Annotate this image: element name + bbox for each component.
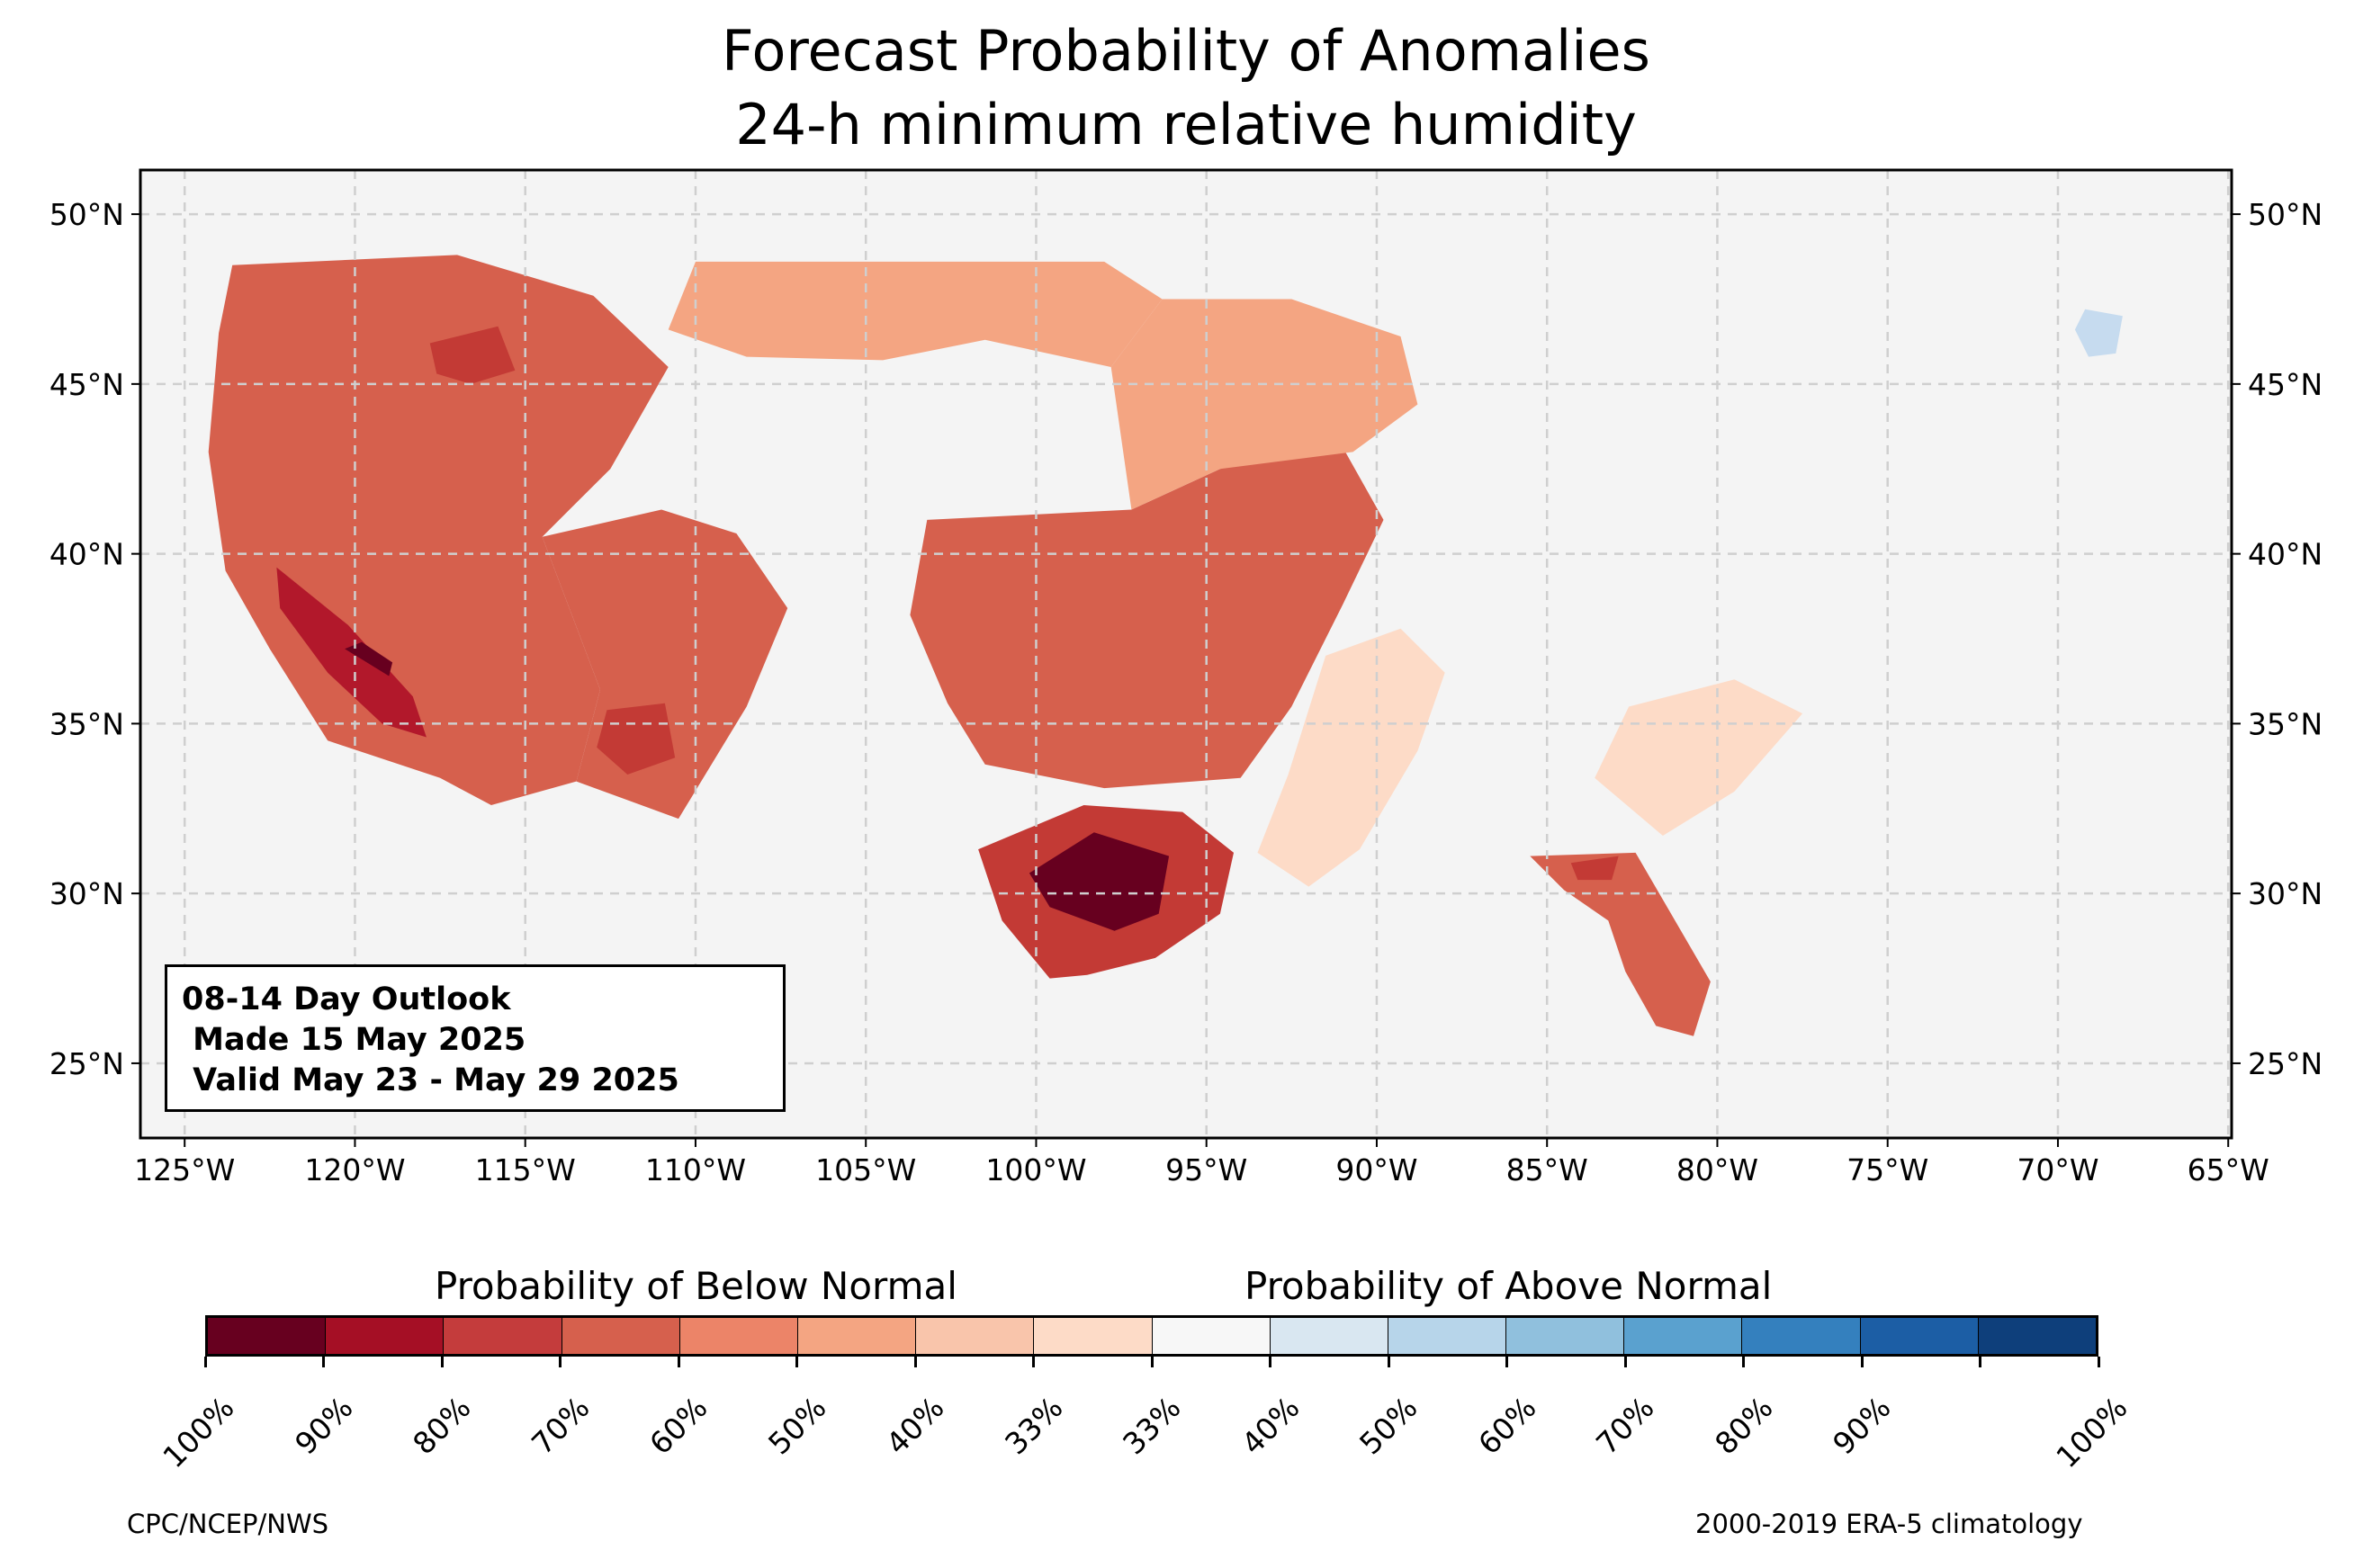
map-title-line1: Forecast Probability of Anomalies [722, 18, 1650, 84]
tick-label-lon: 100°W [985, 1152, 1086, 1187]
map-title-line2: 24-h minimum relative humidity [735, 92, 1637, 157]
colorbar-tick [1032, 1357, 1035, 1367]
tick-label-lat-right: 45°N [2248, 367, 2323, 402]
footer-source: CPC/NCEP/NWS [127, 1509, 329, 1539]
region-southeast-coast-below [1595, 679, 1803, 836]
tick-label-lat-left: 25°N [49, 1046, 124, 1081]
outlook-period: 08-14 Day Outlook [182, 981, 511, 1017]
outlook-info-box: 08-14 Day Outlook Made 15 May 2025 Valid… [165, 964, 786, 1112]
tick-label-lon: 115°W [475, 1152, 576, 1187]
colorbar-tick [1387, 1357, 1390, 1367]
tick-label-lon: 95°W [1165, 1152, 1247, 1187]
colorbar-tick [2097, 1357, 2100, 1367]
colorbar-above-label: Probability of Above Normal [1244, 1264, 1773, 1308]
tick-label-lon: 65°W [2188, 1152, 2269, 1187]
tick-label-lon: 110°W [645, 1152, 746, 1187]
colorbar-below-label: Probability of Below Normal [435, 1264, 957, 1308]
footer-climatology: 2000-2019 ERA-5 climatology [1695, 1509, 2083, 1539]
colorbar-tick [795, 1357, 798, 1367]
tick-label-lat-left: 30°N [49, 876, 124, 911]
tick-label-lat-left: 50°N [49, 197, 124, 232]
tick-label-lat-right: 40°N [2248, 537, 2323, 572]
tick-label-lon: 105°W [815, 1152, 916, 1187]
colorbar-cell [1860, 1318, 1979, 1354]
region-upper-midwest-below [1110, 299, 1418, 510]
colorbar-tick [1979, 1357, 1981, 1367]
tick-label-lat-left: 45°N [49, 367, 124, 402]
colorbar [205, 1315, 2098, 1357]
region-california-peak [345, 641, 393, 676]
map-frame [139, 168, 2233, 1140]
region-florida-georgia-below [1530, 852, 1711, 1036]
colorbar-cell [1152, 1318, 1271, 1354]
region-northern-plains-below [668, 261, 1163, 367]
colorbar-tick [440, 1357, 444, 1367]
region-west-coast-below [208, 255, 669, 805]
colorbar-cell [1388, 1318, 1507, 1354]
tick-label-lat-left: 40°N [49, 537, 124, 572]
colorbar-cell [562, 1318, 680, 1354]
colorbar-cell [1624, 1318, 1743, 1354]
tick-label-lon: 125°W [134, 1152, 235, 1187]
region-texas-peak [1029, 832, 1170, 931]
region-maine-above [2074, 309, 2123, 357]
tick-label-lat-right: 50°N [2248, 197, 2323, 232]
tick-label-lat-left: 35°N [49, 706, 124, 741]
colorbar-cell [1270, 1318, 1388, 1354]
tick-label-lon: 70°W [2017, 1152, 2098, 1187]
colorbar-tick [559, 1357, 562, 1367]
colorbar-cell [679, 1318, 798, 1354]
colorbar-cell [326, 1318, 445, 1354]
colorbar-cell [208, 1318, 327, 1354]
region-arizona-core [597, 703, 676, 775]
colorbar-cell [444, 1318, 562, 1354]
colorbar-tick [1623, 1357, 1627, 1367]
colorbar-tick [322, 1357, 325, 1367]
tick-label-lon: 90°W [1335, 1152, 1417, 1187]
tick-label-lon: 75°W [1846, 1152, 1928, 1187]
tick-label-lat-right: 25°N [2248, 1046, 2323, 1081]
colorbar-cell [1506, 1318, 1625, 1354]
outlook-valid-range: Valid May 23 - May 29 2025 [182, 1062, 679, 1098]
colorbar-tick [1505, 1357, 1508, 1367]
colorbar-cell [797, 1318, 917, 1354]
colorbar-tick [203, 1357, 207, 1367]
colorbar-tick [1150, 1357, 1154, 1367]
tick-label-lon: 85°W [1506, 1152, 1588, 1187]
colorbar-tick [677, 1357, 680, 1367]
colorbar-tick [1860, 1357, 1864, 1367]
colorbar-tick [1269, 1357, 1271, 1367]
colorbar-cell [1978, 1318, 2096, 1354]
probability-regions [208, 255, 2123, 1036]
colorbar-cell [1742, 1318, 1861, 1354]
region-mississippi-valley-below [1257, 628, 1445, 887]
region-florida-core [1570, 856, 1619, 881]
colorbar-cell [1034, 1318, 1153, 1354]
colorbar-cell [916, 1318, 1035, 1354]
colorbar-tick [1742, 1357, 1745, 1367]
region-idaho-montana-core [429, 326, 516, 384]
tick-label-lon: 80°W [1676, 1152, 1758, 1187]
outlook-made-date: Made 15 May 2025 [182, 1022, 526, 1058]
colorbar-tick [913, 1357, 917, 1367]
tick-label-lat-right: 30°N [2248, 876, 2323, 911]
region-central-plains-below [910, 435, 1384, 789]
tick-label-lat-right: 35°N [2248, 706, 2323, 741]
tick-label-lon: 120°W [304, 1152, 405, 1187]
graticule [140, 170, 2232, 1138]
axis-ticks: 125°W 120°W 115°W 110°W 105°W 100°W 95°W 90°W 85… [49, 197, 2323, 1187]
